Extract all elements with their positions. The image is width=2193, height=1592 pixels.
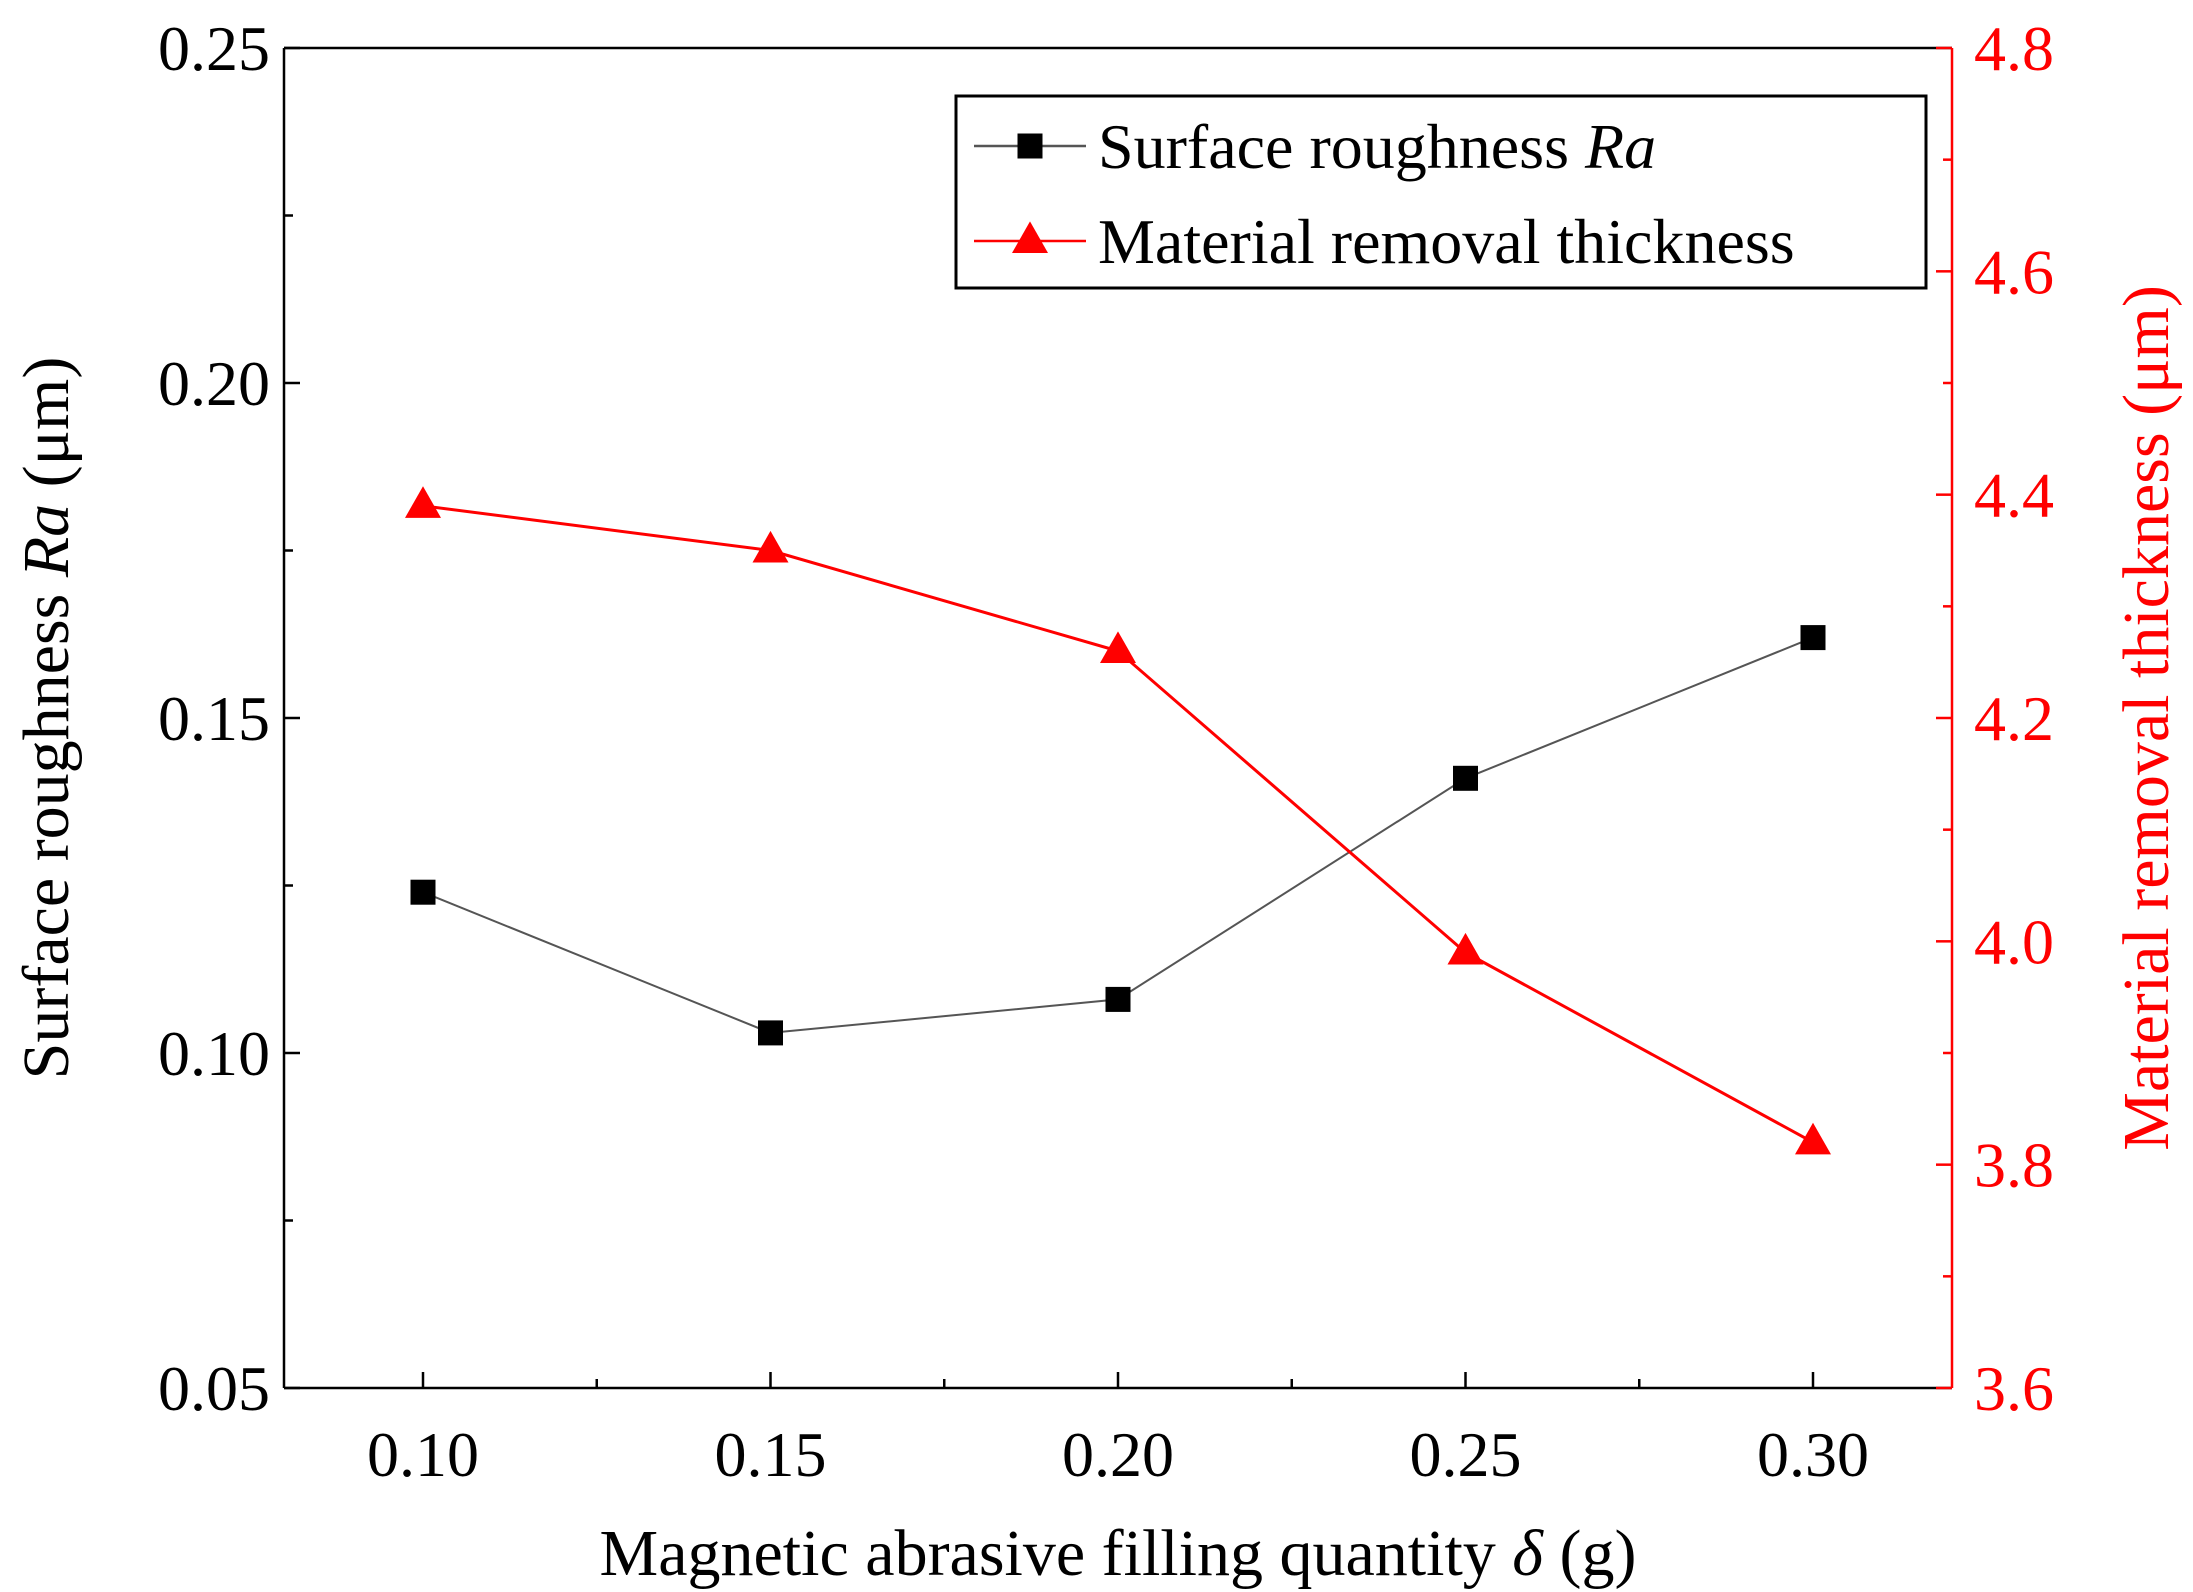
y2-tick-label: 4.2 <box>1974 683 2054 754</box>
y-axis-title: Surface roughness Ra (μm) <box>10 357 83 1080</box>
removal-thickness-marker <box>1100 631 1136 664</box>
x-tick-label: 0.20 <box>1062 1419 1174 1490</box>
roughness-marker <box>1105 986 1131 1012</box>
roughness-marker <box>1800 625 1826 651</box>
y2-tick-label: 3.8 <box>1974 1130 2054 1201</box>
x-tick-label: 0.10 <box>367 1419 479 1490</box>
roughness-line <box>422 636 1814 1034</box>
legend-roughness-marker <box>1017 133 1043 159</box>
removal-thickness-marker <box>752 530 789 563</box>
removal-thickness-line <box>422 504 1814 1144</box>
x-tick-label: 0.30 <box>1757 1419 1869 1490</box>
legend-removal-thickness-label: Material removal thickness <box>1098 206 1795 277</box>
legend-box <box>954 94 1928 290</box>
x-tick-label: 0.25 <box>1410 1419 1522 1490</box>
y2-tick-label: 4.4 <box>1974 460 2054 531</box>
axes-group <box>282 46 1954 1390</box>
y-tick-label: 0.15 <box>158 683 270 754</box>
removal-thickness-marker <box>1795 1122 1831 1155</box>
removal-thickness-marker <box>1447 932 1484 965</box>
roughness-marker <box>410 879 436 905</box>
series-lines-group <box>422 504 1814 1144</box>
y-tick-label: 0.20 <box>158 348 270 419</box>
y2-axis-title: Material removal thickness (μm) <box>2110 285 2183 1151</box>
y-tick-label: 0.10 <box>158 1018 270 1089</box>
y-tick-label: 0.25 <box>158 13 270 84</box>
series-markers-group <box>405 486 1831 1155</box>
y2-tick-label: 3.6 <box>1974 1353 2054 1424</box>
legend: Surface roughness Ra Material removal thi… <box>954 94 1928 290</box>
roughness-marker <box>758 1020 783 1046</box>
legend-removal-thickness-marker <box>1012 221 1048 254</box>
y-tick-label: 0.05 <box>158 1353 270 1424</box>
y2-tick-label: 4.0 <box>1974 906 2054 977</box>
roughness-marker <box>1453 765 1478 791</box>
x-axis-title: Magnetic abrasive filling quantity δ (g) <box>600 1517 1637 1590</box>
y2-tick-label: 4.6 <box>1974 236 2054 307</box>
labels-group: 0.05 0.10 0.15 0.20 0.25 3.6 3.8 4.0 4.2 4.4 4.6 4.… <box>10 13 2183 1590</box>
x-tick-label: 0.15 <box>715 1419 827 1490</box>
y2-tick-label: 4.8 <box>1974 13 2054 84</box>
removal-thickness-marker <box>405 486 441 518</box>
legend-roughness-label: Surface roughness Ra <box>1098 111 1656 182</box>
